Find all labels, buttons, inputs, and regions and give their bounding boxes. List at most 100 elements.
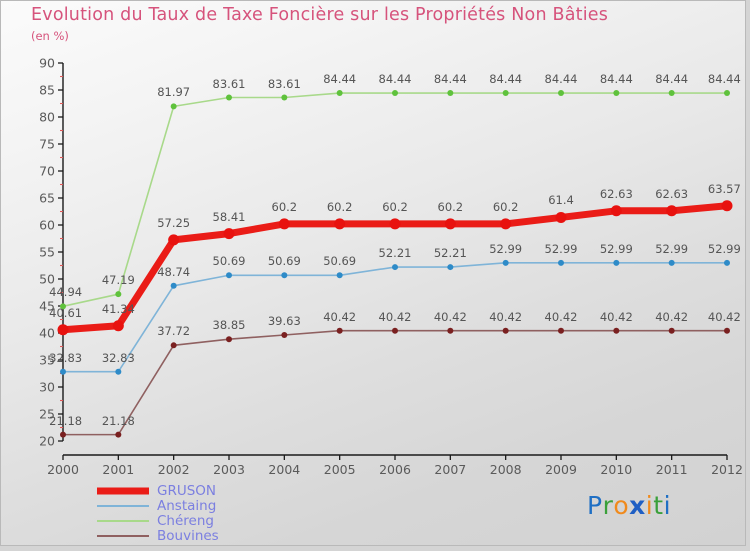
data-point-chéreng [170,103,177,110]
data-point-chéreng [558,90,564,97]
legend-label: Bouvines [157,527,219,544]
data-label: 39.63 [267,313,301,328]
data-label: 40.42 [489,309,523,324]
y-axis-label: 20 [39,433,55,449]
data-point-gruson [666,205,678,217]
legend-swatch-bouvines [97,534,149,537]
chart-unit-subtitle: (en %) [31,29,69,43]
proxiti-logo: Proxiti [587,491,671,520]
data-label: 32.83 [101,350,135,365]
data-point-gruson [500,218,512,230]
data-point-anstaing [724,259,730,266]
x-axis-label: 2012 [711,462,743,477]
legend-swatch-chéreng [97,519,149,522]
y-axis-label: 90 [39,55,55,71]
data-point-bouvines [613,327,620,334]
x-axis-label: 2003 [213,462,245,477]
data-point-chéreng [115,291,122,298]
data-point-bouvines [447,327,454,334]
data-label: 50.69 [267,254,301,269]
legend-swatch-anstaing [97,504,149,507]
y-axis-label: 75 [39,136,55,152]
data-point-anstaing [668,259,675,266]
data-point-gruson [389,218,401,230]
data-label: 52.99 [599,241,633,256]
data-point-gruson [278,218,290,230]
x-axis-label: 2006 [379,462,411,477]
x-axis-label: 2000 [47,462,79,477]
series-line-bouvines [62,329,728,436]
data-label: 44.94 [49,285,83,300]
data-label: 37.72 [157,324,191,339]
data-label: 40.42 [544,309,578,324]
data-label: 52.99 [655,241,689,256]
data-point-bouvines [115,431,122,438]
data-label: 52.21 [378,246,412,261]
x-axis-label: 2009 [545,462,577,477]
data-label: 60.2 [271,199,298,214]
data-label: 40.42 [323,309,357,324]
data-point-bouvines [392,327,398,334]
data-label: 81.97 [157,85,191,100]
y-axis-label: 85 [39,82,55,98]
data-label: 38.85 [212,318,246,333]
x-axis-label: 2005 [323,462,356,477]
data-label: 50.69 [212,254,246,269]
data-label: 83.61 [212,76,246,91]
data-point-chéreng [60,303,66,310]
data-label: 84.44 [544,72,578,87]
data-label: 84.44 [378,72,412,87]
data-label: 41.34 [101,301,135,316]
data-point-bouvines [170,342,177,349]
data-label: 50.69 [323,254,357,269]
data-label: 60.2 [382,199,408,214]
data-label: 62.63 [655,186,689,201]
y-axis-label: 60 [39,217,55,233]
data-label: 60.2 [437,199,464,214]
y-axis-label: 70 [39,163,55,179]
data-point-anstaing [392,264,398,271]
data-label: 40.42 [655,309,689,324]
data-point-bouvines [336,327,343,334]
data-point-anstaing [336,272,343,279]
data-label: 84.44 [707,72,741,87]
legend-label: Chéreng [157,512,214,529]
data-point-bouvines [558,327,564,334]
data-point-gruson [444,218,456,230]
legend-label: GRUSON [157,482,217,499]
data-point-chéreng [668,90,675,97]
y-axis-label: 45 [39,298,55,314]
data-point-bouvines [60,431,66,438]
data-label: 48.74 [157,264,191,279]
data-label: 83.61 [267,76,301,91]
logo-letter: t [653,491,664,520]
data-label: 40.42 [599,309,633,324]
data-point-chéreng [502,90,509,97]
data-label: 52.99 [707,241,741,256]
y-axis-label: 30 [39,379,55,395]
data-label: 63.57 [707,181,741,196]
y-axis-label: 80 [39,109,55,125]
data-point-gruson [334,218,346,230]
y-axis-label: 35 [39,352,55,368]
data-point-gruson [112,320,124,332]
data-label: 52.99 [544,241,578,256]
data-point-chéreng [613,90,620,97]
data-point-anstaing [115,368,122,375]
data-point-anstaing [613,259,620,266]
data-point-bouvines [281,331,288,338]
data-point-gruson [555,211,567,223]
data-point-anstaing [558,259,564,266]
data-point-gruson [223,228,235,240]
data-label: 84.44 [433,72,467,87]
data-label: 58.41 [212,209,246,224]
y-axis-label: 55 [39,244,55,260]
logo-letter: x [629,491,646,520]
data-label: 84.44 [323,72,357,87]
x-axis-label: 2002 [157,462,190,477]
data-point-anstaing [226,272,232,279]
legend-swatch-gruson [97,487,149,494]
